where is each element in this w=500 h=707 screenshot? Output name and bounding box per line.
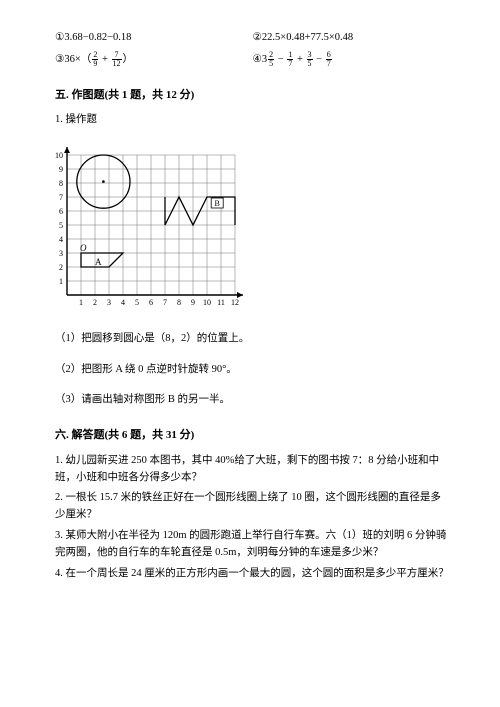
e3-prefix: ③36×（ [55,54,91,65]
sec6-q4: 4. 在一个周长是 24 厘米的正方形内画一个最大的圆，这个圆的面积是多少平方厘… [55,566,450,583]
expr-row-2: ③36×（29 + 712） ④325 − 17 + 35 − 67 [55,51,450,69]
svg-text:3: 3 [59,249,63,258]
svg-text:B: B [215,199,220,208]
svg-text:O: O [80,243,87,253]
svg-text:9: 9 [191,298,195,307]
frac-3-5: 35 [307,51,313,68]
sec6-q1: 1. 幼儿园新买进 250 本图书，其中 40%给了大班，剩下的图书按 7：8 … [55,453,450,487]
sec5-s1: （1）把圆移到圆心是（8，2）的位置上。 [55,331,450,348]
sec5-s2: （2）把图形 A 绕 0 点逆时针旋转 90°。 [55,362,450,379]
svg-text:5: 5 [135,298,139,307]
e4-m1: − [275,54,286,65]
svg-text:4: 4 [121,298,125,307]
svg-text:1: 1 [79,298,83,307]
svg-text:2: 2 [93,298,97,307]
expr-row-1: ①3.68−0.82−0.18 ②22.5×0.48+77.5×0.48 [55,30,450,47]
svg-text:7: 7 [163,298,167,307]
svg-text:7: 7 [59,193,63,202]
frac-7-12: 712 [112,51,122,68]
sec5-q1: 1. 操作题 [55,112,450,129]
expr-1: ①3.68−0.82−0.18 [55,30,253,47]
svg-text:5: 5 [59,221,63,230]
svg-text:8: 8 [59,179,63,188]
svg-text:6: 6 [59,207,63,216]
e4-prefix: ④3 [253,54,268,65]
expr-3: ③36×（29 + 712） [55,51,253,69]
sec5-s3: （3）请画出轴对称图形 B 的另一半。 [55,392,450,409]
svg-text:4: 4 [59,235,63,244]
sec5-title: 五. 作图题(共 1 题，共 12 分) [55,87,450,105]
e4-p: + [294,54,305,65]
svg-text:3: 3 [107,298,111,307]
svg-text:11: 11 [217,298,225,307]
svg-text:9: 9 [59,165,63,174]
svg-text:8: 8 [177,298,181,307]
sec6-title: 六. 解答题(共 6 题，共 31 分) [55,427,450,445]
frac-6-7: 67 [326,51,332,68]
e3-plus: + [99,54,110,65]
e3-suffix: ） [123,54,134,65]
expr-2: ②22.5×0.48+77.5×0.48 [253,30,451,47]
svg-text:6: 6 [149,298,153,307]
grid-figure: 12345678910111212345678910OAB [55,137,255,317]
frac-1-7: 17 [287,51,293,68]
svg-text:10: 10 [203,298,211,307]
e4-m2: − [314,54,325,65]
svg-text:2: 2 [59,263,63,272]
expr-4: ④325 − 17 + 35 − 67 [253,51,451,69]
svg-text:1: 1 [59,277,63,286]
frac-2-9: 29 [92,51,98,68]
sec6-q2: 2. 一根长 15.7 米的铁丝正好在一个圆形线圈上绕了 10 圈，这个圆形线圈… [55,490,450,524]
svg-text:12: 12 [231,298,239,307]
sec6-q3: 3. 某师大附小在半径为 120m 的圆形跑道上举行自行车赛。六（1）班的刘明 … [55,528,450,562]
svg-text:A: A [95,257,102,267]
frac-2-5: 25 [268,51,274,68]
svg-text:10: 10 [55,151,63,160]
